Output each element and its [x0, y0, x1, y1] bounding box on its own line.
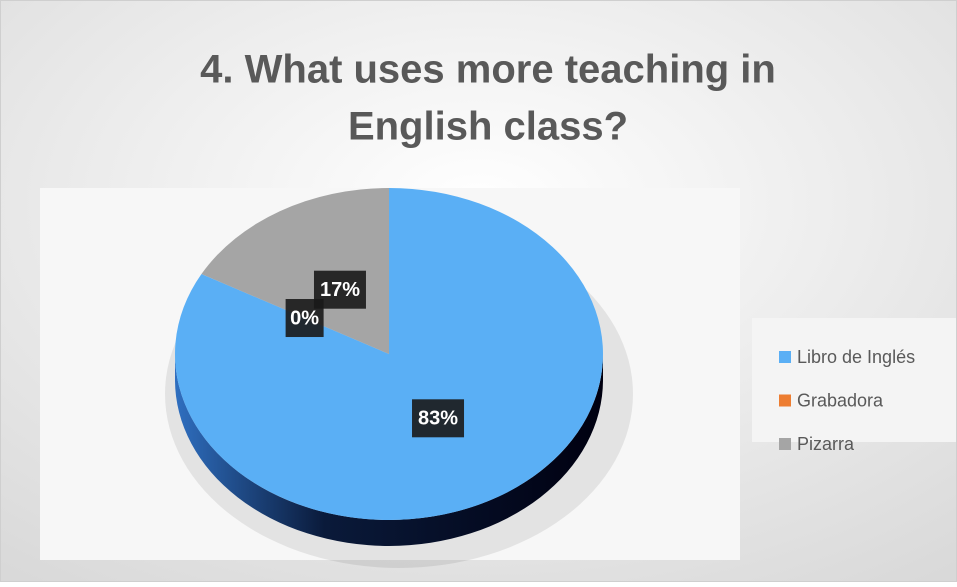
pie-slice	[174, 188, 603, 520]
chart-title: English class?	[348, 105, 628, 149]
legend-label: Grabadora	[797, 390, 884, 410]
pie: 83% 0%17%	[165, 188, 633, 568]
pie-slice	[201, 188, 389, 354]
legend-box	[752, 318, 956, 442]
legend-swatch	[779, 351, 791, 363]
legend-label: Pizarra	[797, 434, 855, 454]
data-label-box	[313, 270, 366, 309]
data-label: 83%	[418, 408, 458, 430]
pie-side	[175, 354, 603, 546]
legend: Libro de Inglés Grabadora Pizarra	[779, 347, 915, 454]
data-label: 0%	[290, 307, 319, 329]
legend-swatch	[779, 394, 791, 407]
legend-swatch	[779, 438, 791, 450]
data-label-box	[412, 399, 465, 438]
data-label: 17%	[320, 279, 360, 301]
legend-label: Libro de Inglés	[797, 347, 915, 367]
chart-title: 4. What uses more teaching in	[200, 48, 776, 92]
